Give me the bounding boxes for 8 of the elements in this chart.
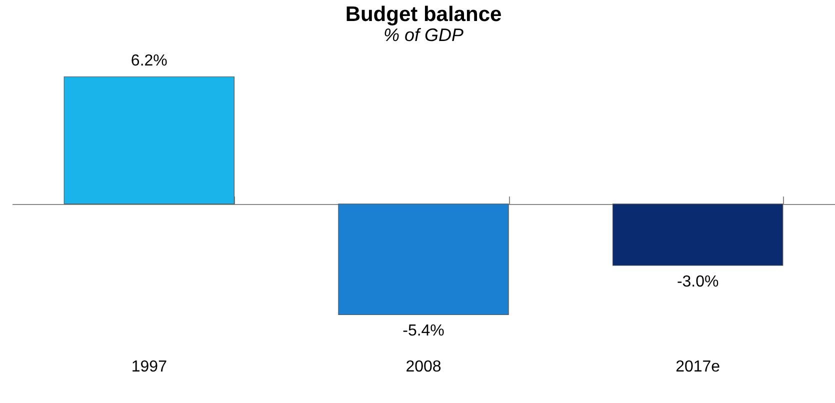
data-label: -3.0%: [676, 273, 719, 290]
chart-title: Budget balance: [345, 3, 502, 26]
data-label: -5.4%: [402, 322, 444, 340]
x-tick-label: 1997: [131, 358, 168, 376]
chart-subtitle: % of GDP: [383, 25, 464, 45]
x-tick-label: 2017e: [676, 358, 720, 376]
data-label: 6.2%: [130, 52, 168, 70]
x-tick-label: 2008: [406, 358, 442, 376]
